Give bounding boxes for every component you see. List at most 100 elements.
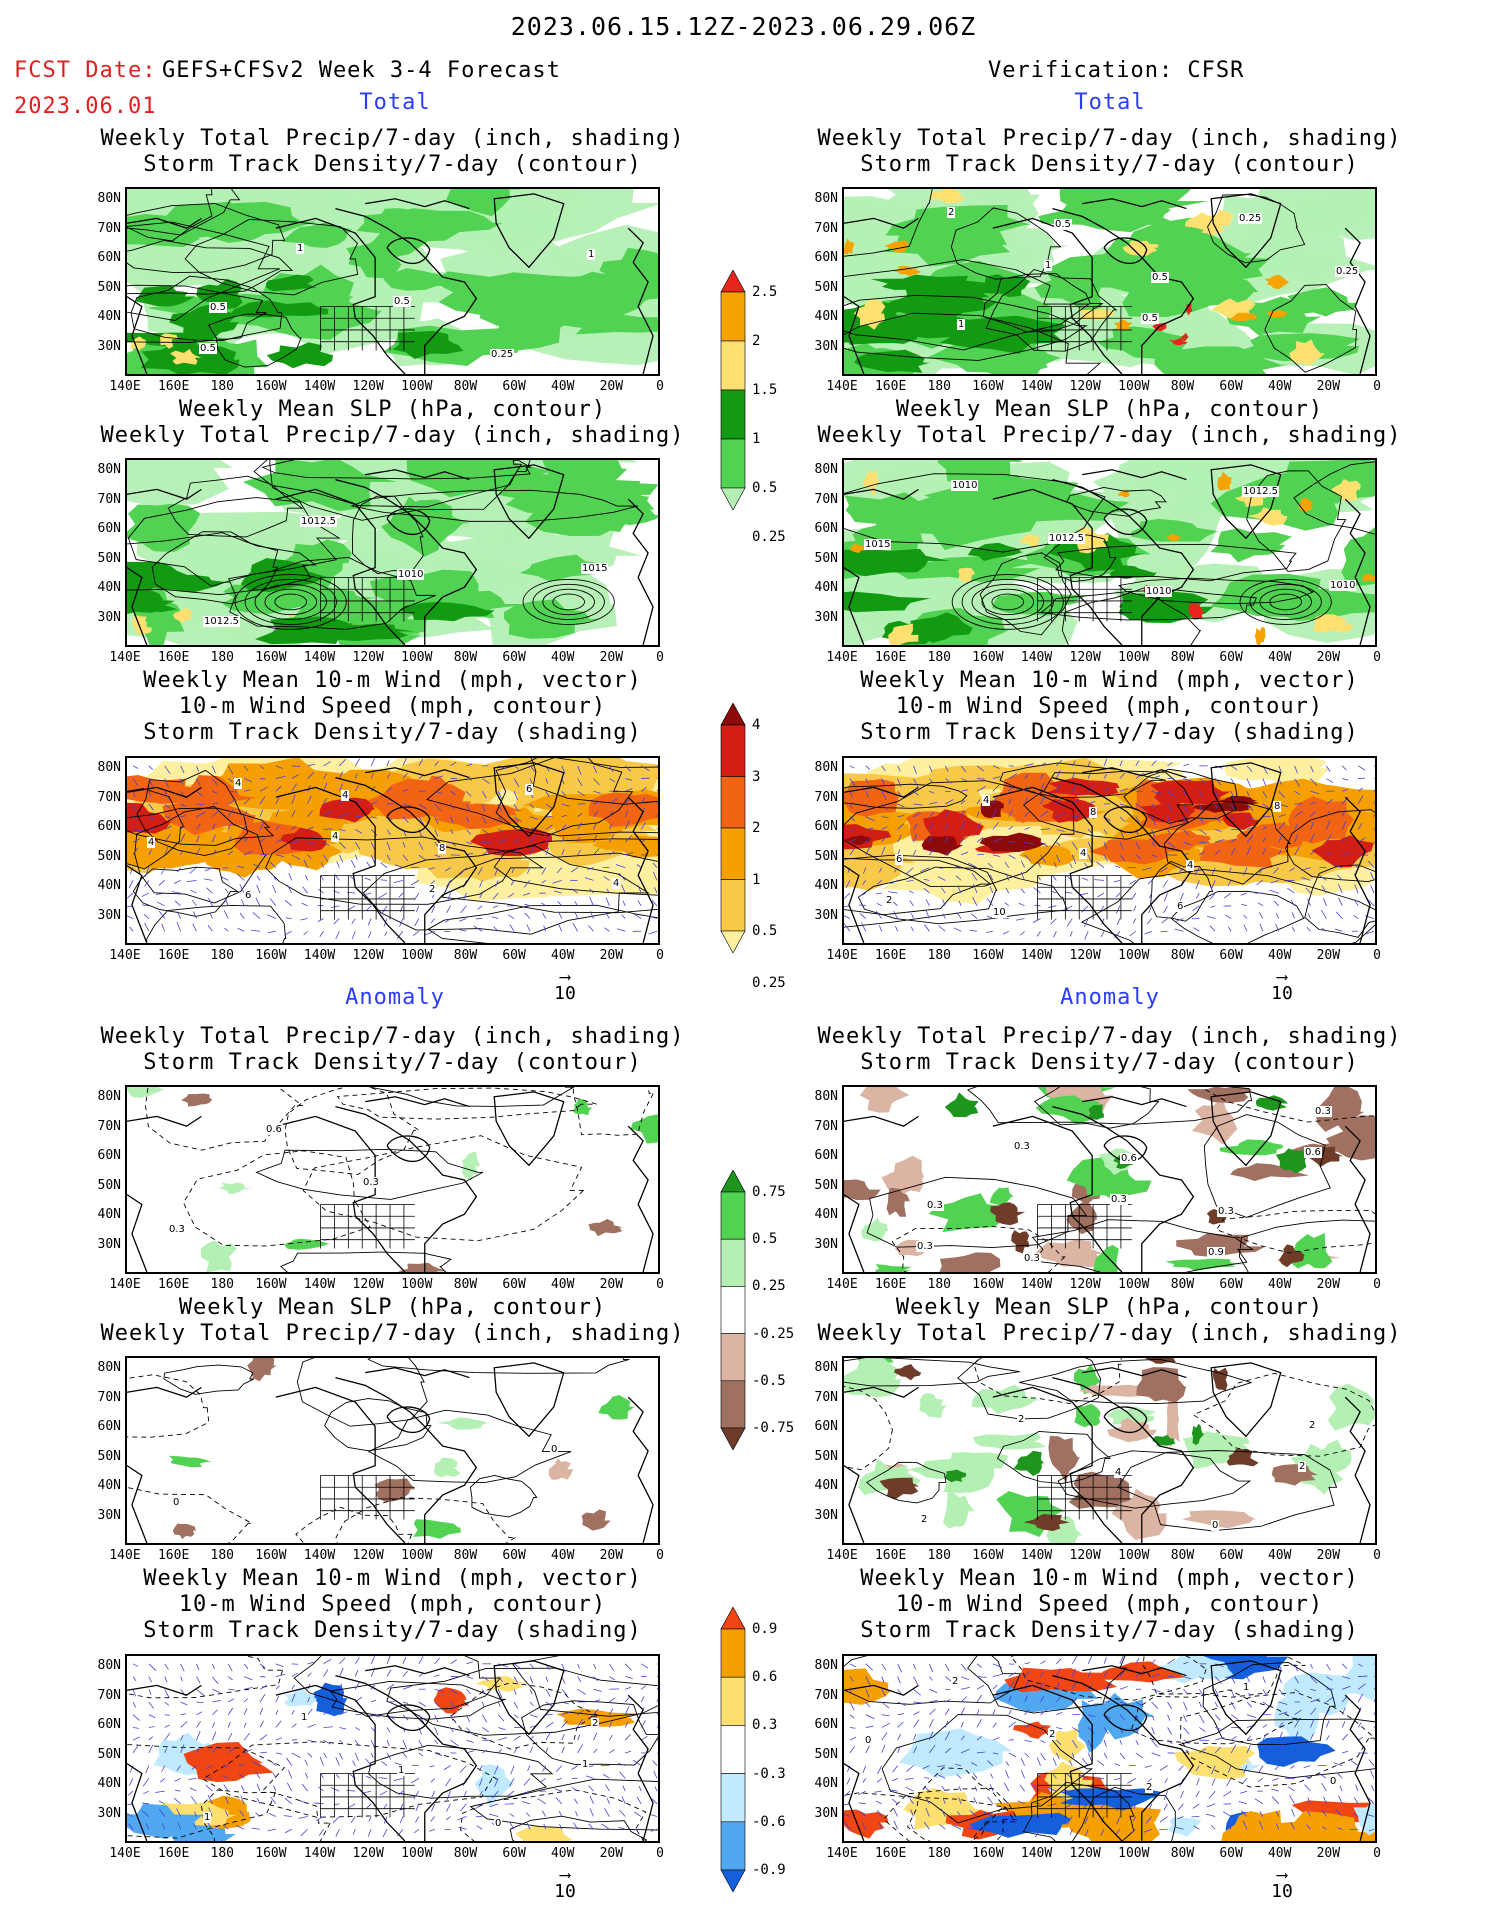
lon-tick-label: 140E bbox=[109, 379, 141, 394]
lon-tick-label: 0 bbox=[1373, 1277, 1381, 1292]
lat-tick-label: 80N bbox=[814, 1360, 838, 1375]
lat-tick-label: 60N bbox=[814, 1717, 838, 1732]
panel-title: Weekly Total Precip/7-day (inch, shading… bbox=[100, 423, 685, 448]
colorbar-tick-label: 0.5 bbox=[752, 1231, 778, 1248]
lon-tick-label: 120W bbox=[1069, 948, 1101, 963]
contour-label: 4 bbox=[331, 831, 340, 842]
lat-tick-label: 70N bbox=[97, 491, 121, 507]
lon-tick-label: 140W bbox=[303, 1846, 336, 1861]
lat-tick-label: 70N bbox=[814, 789, 838, 805]
lon-tick-label: 160W bbox=[972, 650, 1004, 665]
colorbar-tick-label: 0.75 bbox=[752, 1184, 786, 1200]
lat-tick-label: 70N bbox=[97, 1687, 121, 1703]
vector-reference-arrow: ⟶ bbox=[560, 1865, 570, 1884]
forecast-total-slp-map: 1015 1012.5 1012.5 1010 bbox=[125, 458, 660, 647]
contour-label: 2 bbox=[947, 207, 956, 218]
contour-label: 8 bbox=[438, 843, 447, 854]
lon-tick-label: 160E bbox=[157, 650, 190, 665]
lon-tick-label: 120W bbox=[1069, 1277, 1101, 1292]
panel-title: Weekly Mean 10-m Wind (mph, vector) bbox=[860, 668, 1359, 693]
colorbar-tick-label: 0.5 bbox=[752, 480, 778, 496]
contour-label: 4 bbox=[1114, 1467, 1123, 1478]
lat-tick-label: 80N bbox=[97, 462, 121, 477]
contour-label: 1 bbox=[1242, 1682, 1251, 1693]
lat-tick-label: 60N bbox=[97, 1717, 121, 1732]
contour-label: 2 bbox=[951, 1676, 960, 1687]
lon-tick-label: 160W bbox=[972, 1846, 1004, 1861]
lat-tick-label: 30N bbox=[814, 1507, 838, 1523]
lon-tick-label: 0 bbox=[656, 948, 664, 963]
lon-tick-label: 120W bbox=[352, 1548, 384, 1563]
verification-anom-slp-map: 2 2 2 4 0 2 bbox=[842, 1356, 1377, 1545]
lat-tick-label: 50N bbox=[814, 1448, 838, 1464]
colorbar-anom_std bbox=[718, 1607, 748, 1892]
lat-tick-label: 50N bbox=[814, 1177, 838, 1193]
lon-tick-label: 80W bbox=[453, 948, 478, 963]
colorbar-tick-label: 0.5 bbox=[752, 923, 778, 939]
lon-tick-label: 140W bbox=[303, 1277, 336, 1292]
lon-tick-label: 20W bbox=[1316, 1277, 1341, 1292]
forecast-anom-wind-map: 1 1 1 1 0 2 bbox=[125, 1654, 660, 1843]
lon-tick-label: 0 bbox=[656, 1548, 664, 1563]
vector-reference-value: 10 bbox=[1271, 1881, 1293, 1902]
lat-tick-label: 50N bbox=[97, 1177, 121, 1193]
contour-label: 1012.5 bbox=[203, 616, 240, 627]
lon-tick-label: 180 bbox=[927, 650, 951, 665]
lon-tick-label: 60W bbox=[502, 379, 526, 394]
lon-tick-label: 40W bbox=[550, 1548, 575, 1563]
contour-label: 0.25 bbox=[1335, 266, 1360, 277]
contour-label: 0.6 bbox=[265, 1124, 283, 1135]
forecast-total-precip-map: 0.5 1 0.5 0.25 1 0.5 bbox=[125, 187, 660, 376]
colorbar-tick-label: 1.5 bbox=[752, 382, 778, 398]
lon-tick-label: 20W bbox=[1316, 1846, 1341, 1861]
colorbar-tick-label: 1 bbox=[752, 431, 761, 447]
verification-anom-precip-map: 0.3 0.3 0.3 0.9 0.6 0.3 0.3 0.6 0.3 0.3 bbox=[842, 1085, 1377, 1274]
lon-tick-label: 20W bbox=[599, 1548, 624, 1563]
panel-title: Weekly Mean SLP (hPa, contour) bbox=[178, 397, 607, 422]
lon-tick-label: 180 bbox=[210, 1277, 234, 1292]
lon-tick-label: 160W bbox=[255, 1846, 287, 1861]
lat-tick-label: 50N bbox=[814, 550, 838, 566]
panel-title: 10-m Wind Speed (mph, contour) bbox=[178, 694, 607, 719]
lon-tick-label: 160E bbox=[874, 650, 907, 665]
verification-anom-wind-map: 0 2 2 2 1 0 bbox=[842, 1654, 1377, 1843]
contour-label: 0.6 bbox=[1120, 1153, 1138, 1164]
lon-tick-label: 40W bbox=[1267, 948, 1292, 963]
lon-tick-label: 40W bbox=[1267, 650, 1292, 665]
contour-label: 10 bbox=[992, 907, 1007, 918]
lon-tick-label: 140E bbox=[826, 379, 858, 394]
vector-reference-arrow: ⟶ bbox=[560, 967, 570, 986]
lon-tick-label: 80W bbox=[1170, 948, 1195, 963]
lon-tick-label: 80W bbox=[1170, 1548, 1195, 1563]
panel-title: Weekly Total Precip/7-day (inch, shading… bbox=[100, 1024, 685, 1049]
lon-tick-label: 20W bbox=[1316, 379, 1341, 394]
contour-label: 0.5 bbox=[1141, 313, 1159, 324]
lat-tick-label: 30N bbox=[814, 1236, 838, 1252]
lon-tick-label: 160W bbox=[972, 379, 1004, 394]
lon-tick-label: 40W bbox=[1267, 1277, 1292, 1292]
lat-tick-label: 30N bbox=[97, 907, 121, 923]
contour-label: 0 bbox=[1211, 1520, 1220, 1531]
lon-tick-label: 180 bbox=[210, 650, 234, 665]
lat-tick-label: 80N bbox=[814, 462, 838, 477]
vector-reference-value: 10 bbox=[554, 983, 576, 1004]
lat-tick-label: 80N bbox=[97, 760, 121, 775]
lon-tick-label: 60W bbox=[1219, 1277, 1243, 1292]
colorbar-tick-label: 3 bbox=[752, 768, 761, 785]
lon-tick-label: 160E bbox=[874, 948, 907, 963]
contour-label: 6 bbox=[895, 854, 904, 865]
panel-title: Storm Track Density/7-day (shading) bbox=[143, 1618, 642, 1643]
panel-title: 10-m Wind Speed (mph, contour) bbox=[178, 1592, 607, 1617]
lon-tick-label: 40W bbox=[550, 650, 575, 665]
contour-label: 6 bbox=[525, 784, 534, 795]
contour-label: 2 bbox=[1048, 1729, 1057, 1740]
contour-label: 4 bbox=[982, 795, 991, 806]
lon-tick-label: 100W bbox=[401, 379, 433, 394]
lat-tick-label: 60N bbox=[97, 521, 121, 536]
fcst-model: GEFS+CFSv2 Week 3-4 Forecast bbox=[162, 58, 561, 83]
colorbar-tick-label: -0.3 bbox=[752, 1765, 786, 1782]
lon-tick-label: 160W bbox=[972, 1277, 1004, 1292]
lon-tick-label: 40W bbox=[550, 948, 575, 963]
lon-tick-label: 160E bbox=[157, 948, 190, 963]
lon-tick-label: 160W bbox=[255, 379, 287, 394]
